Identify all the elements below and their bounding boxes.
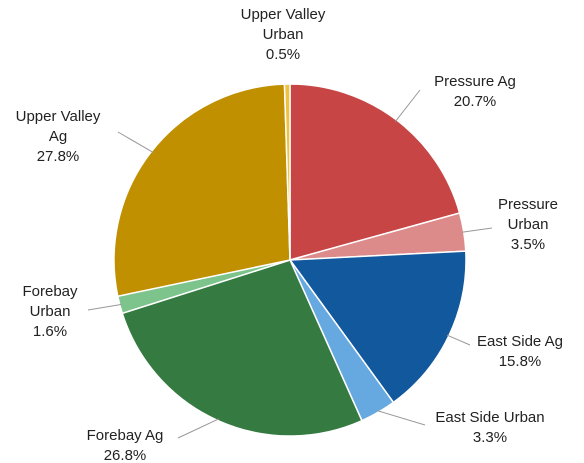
slice-value: 15.8% — [498, 353, 542, 370]
slice-name: Pressure Ag — [434, 73, 516, 90]
slice-value: 27.8% — [36, 148, 80, 165]
slice-value: 26.8% — [103, 447, 147, 463]
slice-label: Forebay Urban 1.6% — [3, 282, 98, 342]
slice-value: 1.6% — [32, 323, 68, 340]
leader-line — [87, 303, 122, 311]
slice-value: 0.5% — [265, 46, 301, 63]
slice-label: Pressure Ag 20.7% — [395, 72, 555, 112]
leader-line — [446, 334, 471, 346]
pie-slice — [283, 83, 291, 261]
leader-line — [177, 418, 220, 439]
slice-label: East Side Urban 3.3% — [410, 408, 570, 448]
leader-line — [117, 131, 154, 153]
slice-label: Upper Valley Urban 0.5% — [237, 5, 329, 65]
slice-name: Forebay Ag — [86, 427, 164, 444]
pie-slice — [121, 259, 363, 437]
leader-line — [377, 410, 426, 426]
slice-name: Pressure Urban — [497, 196, 559, 233]
pie-slice — [113, 83, 291, 298]
slice-value: 3.5% — [510, 236, 546, 253]
slice-name: Upper Valley Ag — [15, 108, 101, 145]
slice-name: Forebay Urban — [22, 283, 78, 320]
slice-name: Upper Valley Urban — [240, 6, 326, 43]
slice-value: 20.7% — [453, 93, 497, 110]
leader-line — [394, 89, 421, 122]
slice-name: East Side Urban — [435, 409, 545, 426]
slice-label: East Side Ag 15.8% — [440, 332, 584, 372]
slice-name: East Side Ag — [477, 333, 563, 350]
slice-label: Pressure Urban 3.5% — [481, 195, 576, 255]
slice-label: Upper Valley Ag 27.8% — [12, 107, 104, 167]
leader-line — [461, 227, 493, 233]
slice-value: 3.3% — [472, 429, 508, 446]
slice-label: Forebay Ag 26.8% — [45, 426, 205, 463]
